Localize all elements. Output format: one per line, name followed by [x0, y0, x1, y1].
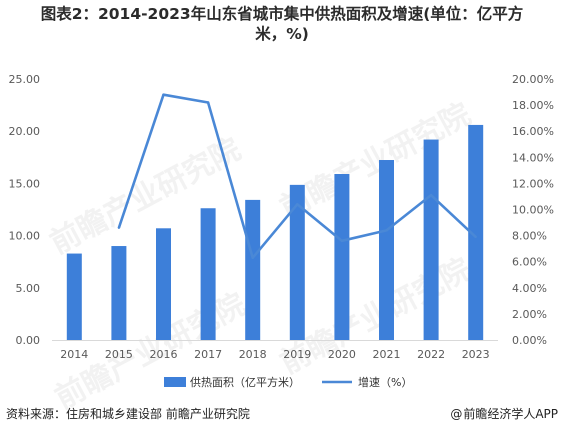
chart-title: 图表2：2014-2023年山东省城市集中供热面积及增速(单位：亿平方 米，%) [0, 4, 564, 44]
x-tick-label: 2020 [328, 348, 356, 361]
axes: 0.00 5.00 10.00 15.00 20.00 25.00 0.00% 2.00% 4.… [9, 73, 554, 361]
chart-title-line-1: 图表2：2014-2023年山东省城市集中供热面积及增速(单位：亿平方 [40, 5, 524, 23]
bar [423, 139, 439, 340]
y-right-tick-label: 8.00% [512, 230, 547, 243]
line-point [474, 235, 477, 239]
legend-bar-swatch [164, 377, 186, 387]
x-tick-label: 2019 [283, 348, 311, 361]
y-left-tick-label: 20.00 [9, 125, 41, 138]
line-point [296, 203, 299, 206]
y-left-tick-label: 10.00 [9, 230, 41, 243]
line-point [340, 239, 344, 243]
legend: 供热面积（亿平方米） 增速（%） [164, 375, 412, 389]
bar [156, 228, 171, 340]
source-note: 资料来源：住房和城乡建设部 前瞻产业研究院 [6, 407, 250, 421]
y-right-tick-label: 14.00% [512, 151, 554, 164]
line-point [251, 256, 254, 259]
watermark-text: 前瞻产业研究院 [275, 97, 477, 226]
x-tick-label: 2014 [60, 348, 88, 361]
x-tick-label: 2022 [417, 348, 445, 361]
y-right-tick-label: 4.00% [512, 282, 547, 295]
line-point [429, 193, 433, 197]
credit: @前瞻经济学人APP [450, 405, 558, 423]
line-point [206, 101, 210, 104]
y-right-tick-label: 20.00% [512, 73, 554, 86]
x-tick-label: 2018 [239, 348, 267, 361]
line-series [117, 93, 477, 260]
y-right-tick-label: 16.00% [512, 125, 554, 138]
line-point [117, 226, 121, 229]
y-right-tick-label: 12.00% [512, 177, 554, 190]
legend-line-label: 增速（%） [358, 375, 412, 389]
at-icon: @ [450, 407, 463, 421]
bar [245, 199, 261, 340]
line-point [162, 93, 165, 96]
legend-bar-label: 供热面积（亿平方米） [190, 375, 300, 389]
footer: 资料来源：住房和城乡建设部 前瞻产业研究院 @前瞻经济学人APP [6, 405, 558, 423]
y-left-tick-label: 25.00 [9, 73, 41, 86]
x-tick-label: 2017 [194, 348, 222, 361]
y-right-tick-label: 10.00% [512, 204, 554, 217]
y-right-tick-label: 6.00% [512, 256, 547, 269]
x-tick-label: 2023 [462, 348, 490, 361]
chart-title-line-2: 米，%) [255, 25, 309, 43]
y-left-tick-label: 0.00 [16, 334, 41, 347]
y-right-tick-label: 0.00% [512, 334, 547, 347]
x-tick-label: 2016 [150, 348, 178, 361]
y-right-tick-label: 18.00% [512, 99, 554, 112]
line-point [385, 229, 388, 232]
bar-series [66, 124, 484, 340]
x-tick-label: 2021 [373, 348, 401, 361]
x-tick-label: 2015 [105, 348, 133, 361]
watermark-text: 前瞻产业研究院 [275, 252, 477, 381]
bar [66, 253, 82, 340]
y-right-tick-label: 2.00% [512, 308, 547, 321]
y-left-tick-label: 15.00 [9, 177, 41, 190]
bar [111, 246, 127, 340]
bar [379, 160, 394, 340]
bar [200, 208, 216, 340]
credit-label: 前瞻经济学人APP [463, 407, 558, 421]
y-left-tick-label: 5.00 [16, 282, 41, 295]
bar [468, 124, 484, 340]
bar [334, 174, 350, 340]
bar [289, 184, 305, 340]
